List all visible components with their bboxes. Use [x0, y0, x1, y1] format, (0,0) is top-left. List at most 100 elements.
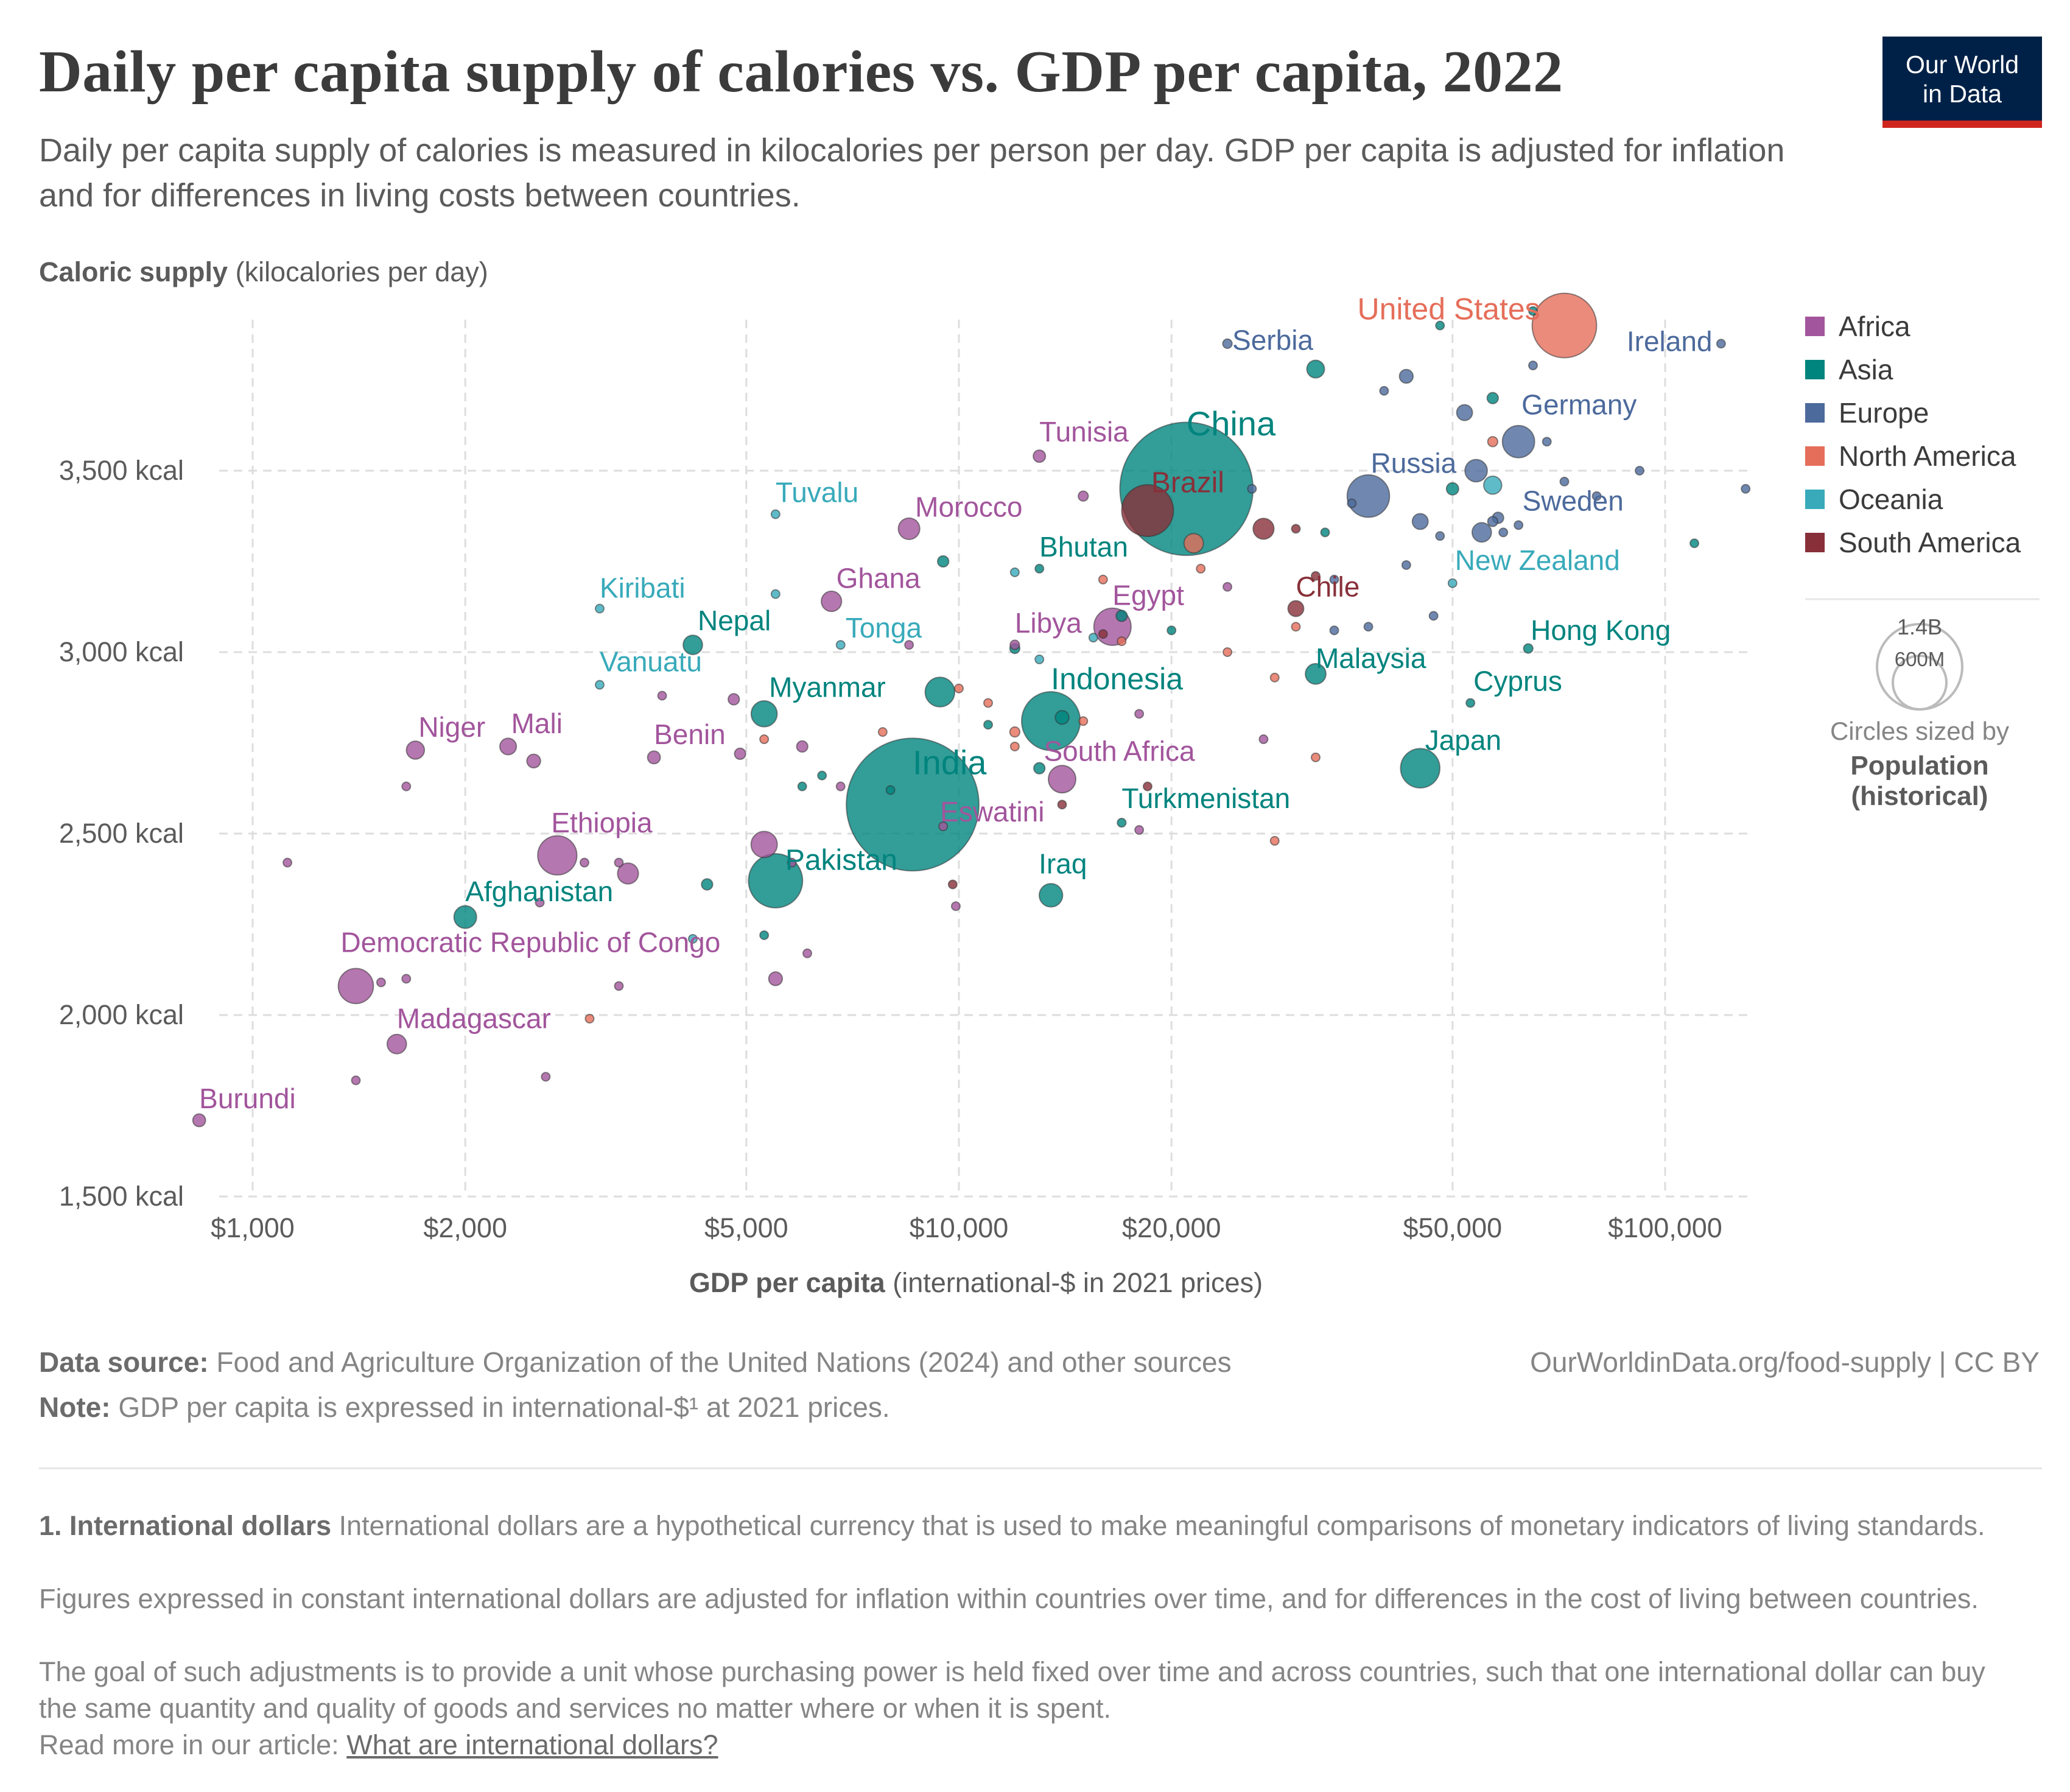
scatter-chart: Caloric supply (kilocalories per day) 1,… [39, 256, 2040, 1298]
data-point [1078, 716, 1089, 726]
data-point [1447, 578, 1458, 588]
size-caption-variable-qualifier: (historical) [1851, 781, 1988, 811]
data-point [1009, 639, 1020, 650]
data-point [750, 700, 778, 728]
data-point [701, 878, 714, 891]
data-point [950, 901, 961, 912]
data-point [1258, 734, 1269, 745]
point-label-indonesia: Indonesia [1051, 662, 1183, 696]
data-point [904, 640, 914, 650]
data-point [1223, 582, 1233, 592]
y-tick-label: 2,000 kcal [59, 999, 184, 1030]
data-point [1528, 306, 1538, 316]
data-point [877, 727, 888, 737]
legend-label: Europe [1839, 397, 1929, 429]
data-point [682, 634, 703, 655]
data-point [1088, 633, 1098, 643]
data-point [1269, 672, 1280, 683]
data-point [1346, 474, 1391, 518]
data-point [1528, 360, 1538, 371]
point-label-china: China [1187, 404, 1276, 443]
data-point [1487, 436, 1499, 448]
data-point [1487, 516, 1499, 527]
data-point [614, 857, 624, 868]
point-label-serbia: Serbia [1232, 324, 1313, 356]
data-point [1634, 466, 1644, 476]
point-label-india: India [913, 743, 987, 781]
footnote-3: The goal of such adjustments is to provi… [39, 1656, 1985, 1724]
legend-swatch [1805, 403, 1825, 423]
data-point [1435, 531, 1445, 541]
data-point [1542, 437, 1552, 447]
point-label-cyprus: Cyprus [1473, 665, 1562, 697]
data-point [817, 770, 827, 781]
data-point [1445, 482, 1459, 496]
point-labels: China India United States Indonesia Pakistan… [199, 292, 1712, 1114]
data-point [401, 974, 412, 984]
data-point [1291, 524, 1301, 534]
point-label-niger: Niger [418, 711, 485, 743]
data-point [821, 590, 843, 613]
data-point [1591, 491, 1602, 501]
data-point [614, 981, 624, 991]
size-caption-variable: Population [1850, 751, 1988, 781]
data-point [1531, 292, 1598, 359]
point-label-malaysia: Malaysia [1316, 642, 1426, 674]
data-point [499, 737, 518, 756]
size-label-large: 1.4B [1897, 614, 1942, 639]
data-point [1400, 748, 1441, 789]
international-dollars-link[interactable]: What are international dollars? [346, 1729, 718, 1760]
data-point [1196, 563, 1206, 574]
point-label-ethiopia: Ethiopia [551, 807, 653, 838]
point-label-chile: Chile [1296, 571, 1360, 602]
data-point [1329, 574, 1339, 585]
point-label-ireland: Ireland [1627, 325, 1713, 357]
data-point [748, 853, 804, 908]
data-point [1057, 799, 1067, 810]
source-url[interactable]: OurWorldinData.org/food-supply | CC BY [1530, 1346, 2040, 1378]
chart-subtitle: Daily per capita supply of calories is m… [39, 132, 1785, 214]
point-label-madagascar: Madagascar [397, 1003, 551, 1035]
logo-accent-bar [1882, 121, 2042, 128]
legend-label: Asia [1839, 354, 1893, 385]
point-label-pakistan: Pakistan [785, 844, 897, 876]
legend-swatch [1805, 360, 1825, 379]
data-point [535, 898, 545, 908]
x-tick-label: $2,000 [423, 1212, 507, 1243]
point-label-russia: Russia [1371, 448, 1457, 479]
data-point [1287, 600, 1305, 617]
point-label-germany: Germany [1521, 388, 1637, 420]
data-point [526, 753, 541, 769]
legend-label: South America [1839, 527, 2021, 558]
point-label-libya: Libya [1015, 607, 1082, 639]
data-point [1167, 625, 1177, 636]
point-label-united-states: United States [1358, 292, 1540, 326]
point-label-myanmar: Myanmar [769, 671, 886, 703]
size-caption: Circles sized by [1830, 717, 2009, 745]
data-point [1033, 762, 1046, 775]
chart-title: Daily per capita supply of calories vs. … [39, 39, 1563, 105]
owid-logo[interactable]: Our World in Data [1882, 37, 2042, 128]
legend-label: Oceania [1839, 483, 1943, 515]
data-point [1098, 574, 1108, 585]
y-axis-ticks: 1,500 kcal 2,000 kcal 2,500 kcal 3,000 kcal… [59, 455, 184, 1212]
data-point [1435, 320, 1445, 331]
data-point [1142, 781, 1153, 792]
data-point [657, 690, 667, 701]
point-label-iraq: Iraq [1039, 848, 1087, 879]
x-tick-label: $20,000 [1122, 1212, 1221, 1243]
point-label-afghanistan: Afghanistan [465, 876, 613, 907]
data-point [728, 693, 740, 706]
data-point [687, 933, 698, 944]
y-tick-label: 3,500 kcal [59, 455, 184, 486]
data-point [1117, 636, 1127, 647]
data-point [1269, 835, 1280, 846]
data-point [835, 781, 846, 792]
point-label-tonga: Tonga [846, 612, 922, 644]
y-tick-label: 2,500 kcal [59, 818, 184, 849]
data-point [386, 1033, 407, 1055]
data-point [1291, 622, 1301, 632]
x-tick-label: $1,000 [211, 1212, 295, 1243]
data-point [1428, 611, 1439, 621]
data-point [282, 857, 293, 868]
